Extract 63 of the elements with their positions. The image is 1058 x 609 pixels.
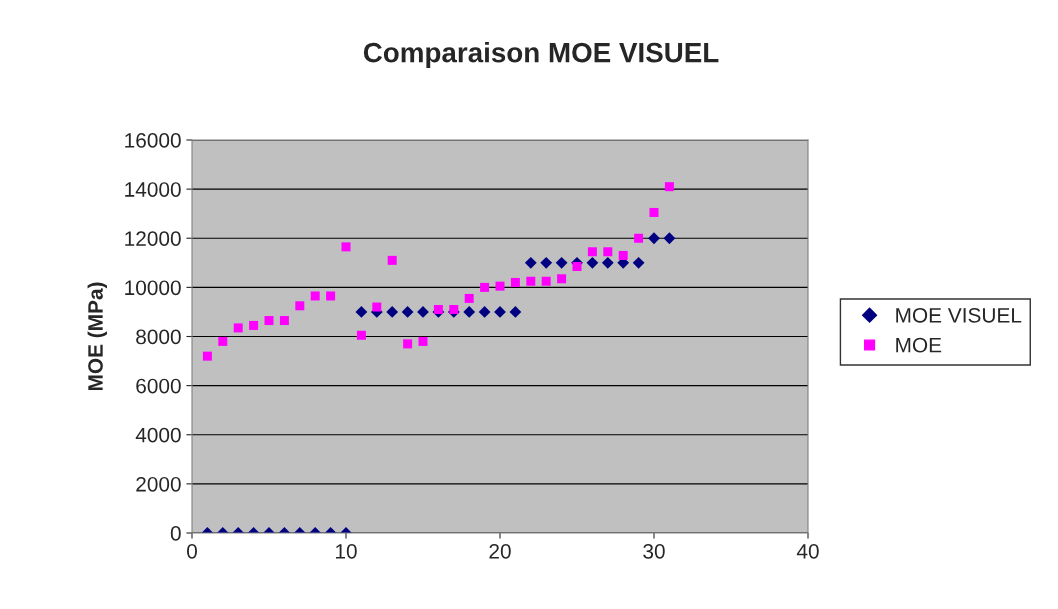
point (601, 256, 614, 269)
point (526, 276, 536, 286)
point (418, 336, 428, 346)
point (557, 274, 567, 284)
point (480, 282, 490, 292)
point (326, 291, 336, 301)
point (587, 247, 597, 257)
point (603, 247, 613, 257)
x-tick-label: 0 (187, 543, 197, 559)
legend-label: MOE (896, 337, 942, 353)
point (387, 255, 397, 265)
point (463, 306, 476, 318)
point (634, 233, 644, 243)
point (510, 277, 520, 287)
point (509, 306, 522, 318)
point (433, 304, 443, 314)
point (249, 320, 259, 330)
point (279, 316, 289, 326)
point (202, 351, 212, 361)
point (310, 291, 320, 301)
point (233, 323, 243, 333)
point (264, 316, 274, 326)
y-tick-label: 16000 (125, 133, 181, 148)
point (541, 276, 551, 286)
y-tick-label: 6000 (136, 378, 181, 394)
point (355, 306, 368, 318)
y-tick-label: 4000 (135, 427, 181, 443)
point (403, 339, 413, 349)
x-tick-label: 10 (336, 543, 357, 559)
point (218, 336, 228, 346)
point (586, 256, 599, 269)
y-axis-title: MOE (MPa) (87, 282, 107, 391)
y-tick-label: 8000 (136, 329, 181, 345)
point (618, 250, 628, 260)
x-tick-label: 40 (796, 543, 819, 559)
point (632, 256, 645, 269)
y-tick-label: 12000 (125, 231, 181, 246)
point (356, 330, 366, 340)
point (648, 232, 660, 245)
x-tick-label: 30 (643, 543, 665, 559)
y-tick-label: 14000 (125, 182, 181, 197)
point (401, 306, 414, 318)
y-tick-label: 10000 (125, 280, 181, 296)
point (478, 306, 491, 318)
chart-title: Comparaison MOE VISUEL (363, 42, 719, 68)
point (649, 207, 659, 217)
y-tick-label: 0 (170, 526, 181, 541)
point (449, 304, 459, 314)
point (572, 262, 582, 271)
point (524, 256, 537, 269)
point (372, 302, 382, 312)
point (386, 306, 399, 318)
point (664, 182, 674, 192)
point (495, 281, 505, 291)
point (663, 232, 676, 245)
point (295, 301, 305, 311)
point (555, 256, 568, 269)
legend-label: MOE VISUEL (896, 307, 1022, 323)
x-tick-label: 20 (489, 543, 511, 559)
point (464, 293, 474, 303)
point (341, 242, 351, 252)
point (540, 256, 553, 269)
y-tick-label: 2000 (136, 476, 181, 492)
